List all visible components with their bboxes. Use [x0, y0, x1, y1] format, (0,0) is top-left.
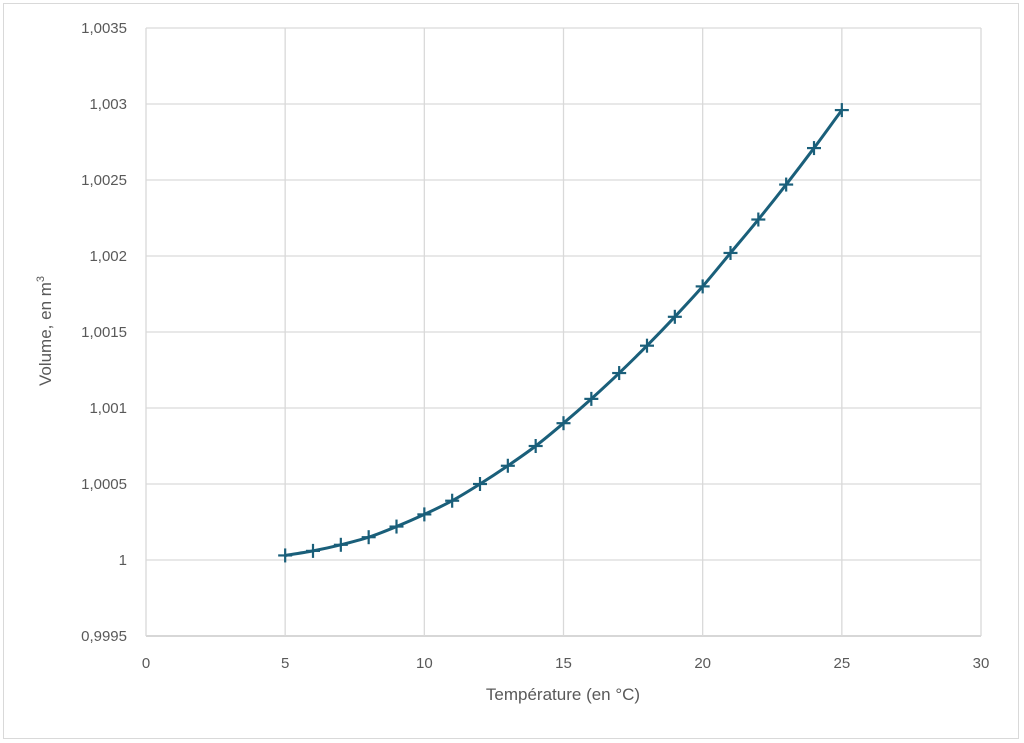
y-tick-label: 1,0005 [81, 476, 127, 493]
data-point-marker [695, 279, 710, 294]
data-point-marker [584, 391, 599, 406]
y-axis-title-text: Volume, en m [36, 282, 55, 386]
data-point-marker [333, 537, 348, 552]
data-point-marker [834, 103, 849, 118]
grid-lines [145, 27, 982, 637]
data-point-marker [779, 177, 794, 192]
x-tick-label: 20 [694, 655, 711, 672]
data-point-marker [361, 530, 376, 545]
y-tick-labels: 0,9995 1 1,0005 1,001 1,0015 1,002 1,0025 1,003… [81, 20, 127, 645]
data-point-marker [389, 519, 404, 534]
y-tick-label: 1,0025 [81, 172, 127, 189]
x-tick-label: 10 [416, 655, 433, 672]
y-tick-label: 0,9995 [81, 628, 127, 645]
y-tick-label: 1,003 [89, 96, 127, 113]
x-tick-labels: 0 5 10 15 20 25 30 [142, 655, 990, 672]
data-point-marker [556, 416, 571, 431]
y-tick-label: 1,002 [89, 248, 127, 265]
data-point-marker [612, 366, 627, 381]
data-point-marker [751, 212, 766, 227]
data-point-marker [807, 141, 821, 156]
data-point-marker [723, 245, 738, 260]
data-point-marker [640, 338, 654, 353]
y-tick-label: 1,001 [89, 400, 127, 417]
x-tick-label: 30 [973, 655, 990, 672]
y-axis-title: Volume, en m3 [35, 276, 55, 386]
data-point-marker [667, 309, 682, 324]
data-point-marker [306, 543, 320, 558]
x-tick-label: 25 [833, 655, 850, 672]
chart-frame [3, 3, 1019, 739]
y-tick-label: 1 [119, 552, 127, 569]
x-tick-label: 15 [555, 655, 572, 672]
series-group [278, 103, 849, 563]
data-point-marker [278, 548, 293, 563]
y-tick-label: 1,0015 [81, 324, 127, 341]
data-point-marker [473, 477, 487, 491]
x-tick-label: 0 [142, 655, 150, 672]
data-point-marker [528, 439, 543, 453]
y-axis-title-superscript: 3 [35, 276, 47, 282]
data-point-marker [445, 493, 460, 508]
y-tick-label: 1,0035 [81, 20, 127, 37]
data-point-marker [500, 458, 515, 473]
x-tick-label: 5 [281, 655, 289, 672]
x-axis-title: Température (en °C) [486, 685, 640, 704]
data-point-marker [417, 507, 432, 522]
